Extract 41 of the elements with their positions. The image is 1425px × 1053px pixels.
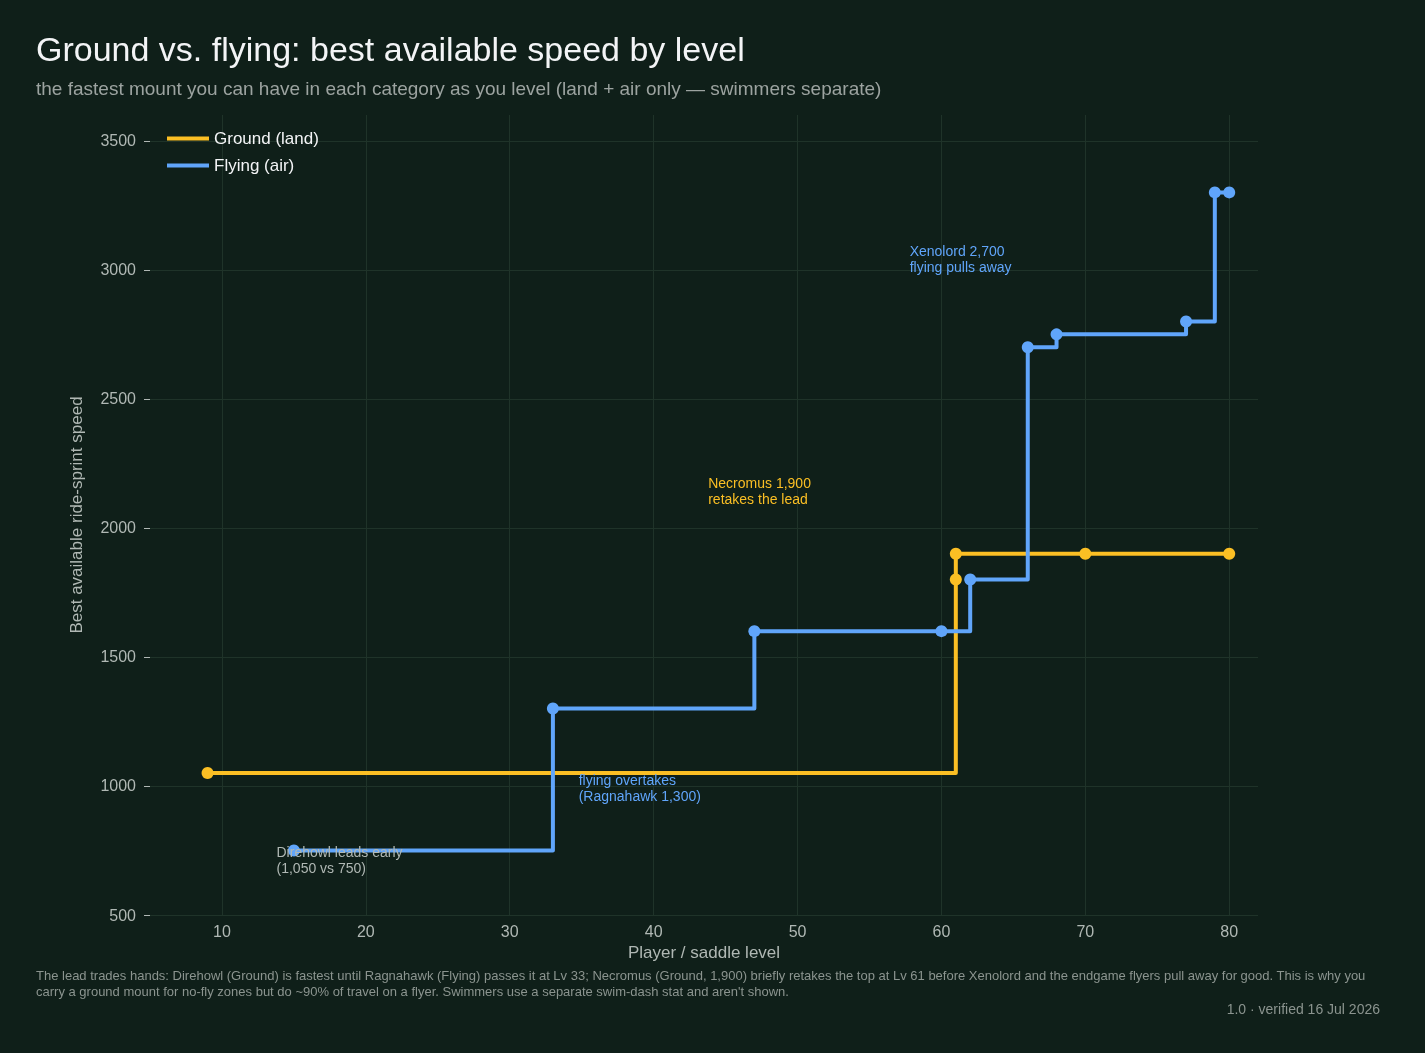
point — [1079, 547, 1092, 560]
annotation: Xenolord 2,700 flying pulls away — [909, 242, 1012, 275]
chart-subtitle: the fastest mount you can have in each category as you level (land + air only — swimmers separate) — [36, 78, 882, 100]
point — [949, 547, 962, 560]
annotation: flying overtakes (Ragnahawk 1,300) — [578, 771, 701, 804]
point — [748, 625, 761, 638]
x-tick-label: 60 — [932, 922, 951, 940]
point — [964, 573, 977, 586]
text: The lead trades hands: Direhowl (Ground) is fastest until Ragnahawk (Flying) passes it at Lv 33; Necromus (Ground, 1,900) briefly retakes the top at Lv 61 before Xenolord and the endgame flyers pull away for good. This is why you carry a ground mount for no-fly zones but do ~90% of travel on a flyer. Swimmers use a separate swim-dash stat and aren't shown. — [36, 968, 1367, 1000]
text: 1.0 · verified 16 Jul 2026 — [1226, 1001, 1380, 1017]
y-tick-label: 3500 — [100, 132, 137, 150]
x-tick-label: 30 — [500, 922, 519, 940]
y-tick-label: 1500 — [100, 648, 137, 666]
x-tick-label: 20 — [356, 922, 375, 940]
x-tick-label: 10 — [213, 922, 231, 940]
annotation: Necromus 1,900 retakes the lead — [708, 474, 812, 507]
y-tick-label: 500 — [109, 906, 137, 924]
point — [1180, 315, 1193, 328]
point — [1223, 547, 1236, 560]
point — [935, 625, 948, 638]
x-tick-label: 50 — [788, 922, 807, 940]
annotation: Direhowl leads early (1,050 vs 750) — [276, 843, 403, 876]
y-tick-label: 3000 — [100, 261, 137, 279]
x-tick-label: 40 — [644, 922, 663, 940]
point — [1050, 328, 1063, 341]
y-tick-label: 1000 — [100, 777, 137, 795]
legend-label: Flying (air) — [214, 156, 295, 175]
y-tick-label: 2000 — [100, 519, 137, 537]
point — [1021, 341, 1034, 354]
point — [949, 573, 962, 586]
x-axis-title: Player / saddle level — [627, 942, 781, 962]
point — [546, 702, 559, 715]
point — [1208, 186, 1221, 199]
y-tick-label: 2500 — [100, 390, 137, 408]
point — [1223, 186, 1236, 199]
x-tick-label: 80 — [1220, 922, 1239, 940]
chart-title: Ground vs. flying: best available speed by level — [36, 30, 745, 69]
x-tick-label: 70 — [1076, 922, 1095, 940]
legend-label: Ground (land) — [214, 129, 319, 148]
point — [201, 767, 214, 780]
y-axis-title: Best available ride-sprint speed — [67, 396, 86, 634]
